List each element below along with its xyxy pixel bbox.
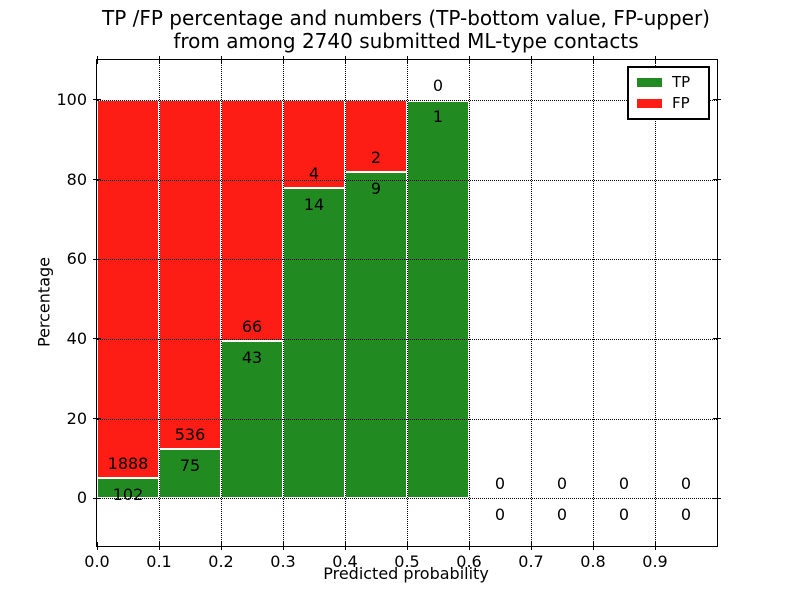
fp-count-label: 536 [174, 425, 206, 445]
bar-segment-fp [407, 99, 469, 102]
gridline-vertical [593, 60, 594, 546]
y-tick-label: 0 [76, 488, 87, 508]
x-tick-label: 0.0 [84, 552, 110, 571]
bar-segment-tp [97, 477, 159, 499]
x-tick-label: 0.6 [456, 552, 482, 571]
tp-count-label: 0 [556, 505, 568, 525]
y-tick-right [713, 258, 721, 260]
y-tick-right [713, 179, 721, 180]
bar-segment-tp [221, 341, 283, 499]
bar-segment-tp [283, 188, 345, 499]
bar-segment-tp [345, 172, 407, 499]
x-tick-top [344, 56, 346, 64]
fp-count-label: 2 [370, 148, 382, 168]
bar-segment-fp [283, 99, 345, 189]
x-tick-top [282, 56, 284, 64]
tp-count-label: 14 [303, 195, 325, 215]
x-tick [530, 542, 532, 550]
x-tick-top [654, 56, 656, 64]
x-tick [592, 542, 594, 550]
fp-count-label: 0 [556, 474, 568, 494]
y-tick [93, 338, 101, 340]
tp-count-label: 102 [112, 484, 144, 504]
x-tick-label: 0.2 [208, 552, 234, 571]
bar-segment-tp [159, 449, 221, 499]
x-tick-top [406, 56, 408, 64]
tp-count-label: 43 [241, 348, 263, 368]
y-tick-right [713, 338, 721, 340]
fp-count-label: 66 [241, 317, 263, 337]
x-tick-label: 0.5 [394, 552, 420, 571]
chart-title-line2: from among 2740 submitted ML-type contac… [173, 29, 639, 53]
y-tick-label: 100 [56, 89, 87, 109]
x-tick [654, 542, 656, 550]
y-tick-right [713, 497, 721, 499]
y-tick-right [713, 418, 721, 420]
x-tick-top [530, 56, 532, 64]
tp-color-swatch [637, 78, 662, 87]
gridline-vertical [531, 60, 532, 546]
x-tick-label: 0.7 [518, 552, 544, 571]
fp-count-label: 0 [618, 474, 630, 494]
x-tick [282, 542, 284, 550]
legend: TP FP [627, 66, 710, 120]
bar-segment-fp [97, 99, 159, 478]
tp-count-label: 0 [680, 505, 692, 525]
fp-count-label: 0 [494, 474, 506, 494]
x-tick-top [220, 56, 222, 64]
y-tick [93, 418, 101, 420]
x-tick [406, 542, 408, 550]
x-tick-label: 0.4 [332, 552, 358, 571]
legend-label-fp: FP [672, 94, 690, 112]
x-tick [158, 542, 160, 550]
x-tick [96, 542, 98, 550]
fp-color-swatch [637, 99, 662, 108]
x-tick [468, 542, 470, 550]
y-tick-label: 20 [66, 408, 87, 428]
bar-segment-fp [221, 99, 283, 342]
bar-segment-fp [159, 99, 221, 450]
tp-count-label: 1 [432, 106, 444, 126]
x-axis-label: Predicted probability [323, 564, 489, 583]
legend-item-fp: FP [629, 93, 708, 114]
x-tick-label: 0.9 [642, 552, 668, 571]
bar-segment-tp [407, 99, 469, 499]
y-tick [93, 258, 101, 260]
fp-count-label: 0 [432, 75, 444, 95]
legend-label-tp: TP [672, 73, 691, 91]
x-tick-label: 0.1 [146, 552, 172, 571]
x-tick-label: 0.8 [580, 552, 606, 571]
y-tick-label: 40 [66, 328, 87, 348]
legend-item-tp: TP [629, 72, 708, 93]
plot-area: 1888 102 536 75 66 43 4 14 2 9 0 1 0 0 0 0 0 0 0 0 0.0 0.1 0.2… [56, 56, 721, 571]
x-tick [220, 542, 222, 550]
tp-count-label: 0 [618, 505, 630, 525]
y-tick [93, 179, 101, 180]
y-tick-right [713, 99, 721, 101]
y-tick [93, 99, 101, 101]
chart-title-line1: TP /FP percentage and numbers (TP-bottom… [102, 6, 710, 30]
y-tick-label: 80 [66, 169, 87, 189]
x-tick-top [592, 56, 594, 64]
gridline-horizontal [97, 498, 717, 500]
fp-count-label: 0 [680, 474, 692, 494]
x-tick-top [158, 56, 160, 64]
x-tick-top [96, 56, 98, 64]
tp-count-label: 75 [179, 456, 201, 476]
gridline-vertical [469, 60, 470, 546]
fp-count-label: 1888 [107, 453, 149, 473]
tp-count-label: 9 [370, 179, 382, 199]
x-tick-top [468, 56, 470, 64]
x-tick-label: 0.3 [270, 552, 296, 571]
gridline-vertical [655, 60, 656, 546]
tp-count-label: 0 [494, 505, 506, 525]
chart-title: TP /FP percentage and numbers (TP-bottom… [96, 7, 716, 53]
y-tick-label: 60 [66, 249, 87, 269]
x-tick [344, 542, 346, 550]
fp-count-label: 4 [308, 164, 320, 184]
